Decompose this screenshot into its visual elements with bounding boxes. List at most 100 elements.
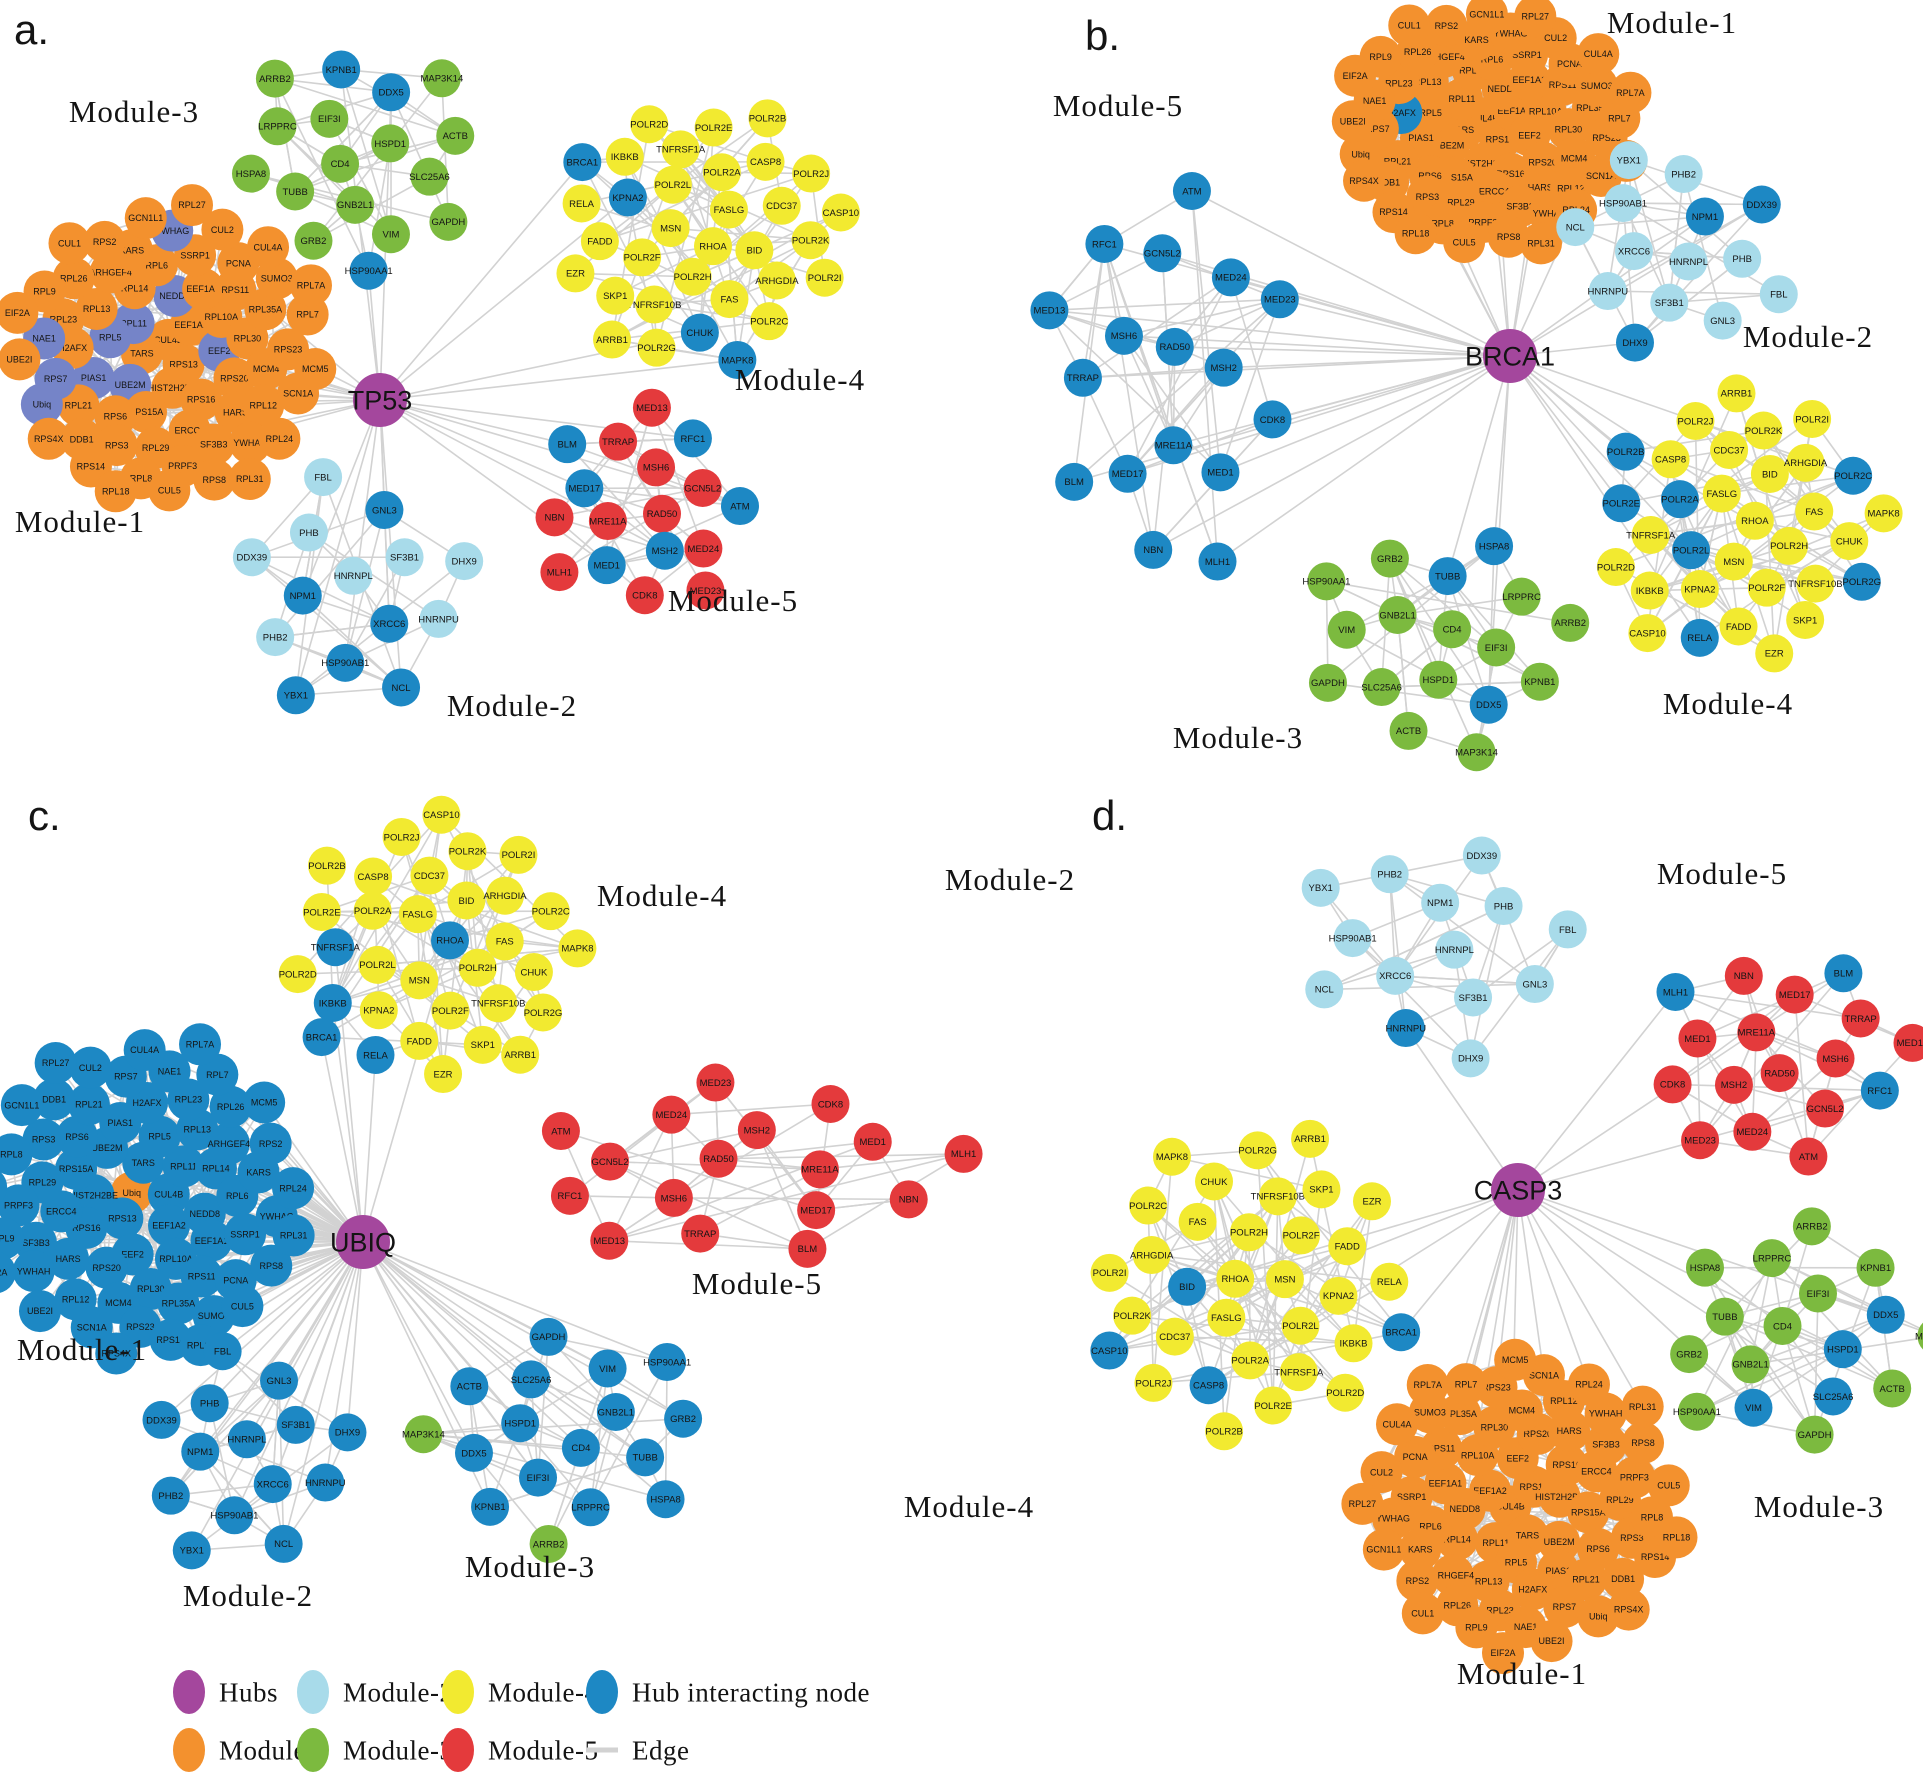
node-NBN[interactable]: NBN — [1724, 956, 1763, 995]
node-KPNB1[interactable]: KPNB1 — [471, 1487, 510, 1526]
node-POLR2E[interactable]: POLR2E — [694, 108, 733, 147]
node-EEF1A1[interactable]: EEF1A1 — [182, 268, 225, 311]
node-KPNA2[interactable]: KPNA2 — [359, 991, 398, 1030]
node-CDC37[interactable]: CDC37 — [1710, 430, 1749, 469]
node-CUL5[interactable]: CUL5 — [1647, 1464, 1690, 1507]
node-TNFRSF10B[interactable]: TNFRSF10B — [1251, 1177, 1305, 1216]
node-RPS2[interactable]: RPS2 — [249, 1122, 292, 1165]
node-CUL4A[interactable]: CUL4A — [247, 226, 290, 269]
node-YBX1[interactable]: YBX1 — [172, 1531, 211, 1570]
node-RPS2[interactable]: RPS2 — [1396, 1559, 1439, 1602]
node-RELA[interactable]: RELA — [1370, 1262, 1409, 1301]
node-FAS[interactable]: FAS — [485, 922, 524, 961]
node-PHB[interactable]: PHB — [1723, 239, 1762, 278]
node-HNRNPL[interactable]: HNRNPL — [1435, 930, 1474, 969]
node-XRCC6[interactable]: XRCC6 — [370, 604, 409, 643]
node-ACTB[interactable]: ACTB — [1389, 711, 1428, 750]
node-PHB2[interactable]: PHB2 — [151, 1476, 190, 1515]
node-ATM[interactable]: ATM — [1172, 172, 1211, 211]
node-POLR2K[interactable]: POLR2K — [1744, 411, 1783, 450]
node-RPL27[interactable]: RPL27 — [1514, 0, 1557, 38]
node-RPL7A[interactable]: RPL7A — [1406, 1363, 1449, 1406]
node-CD4[interactable]: CD4 — [321, 144, 360, 183]
node-MED24[interactable]: MED24 — [684, 529, 723, 568]
node-DDX5[interactable]: DDX5 — [1866, 1295, 1905, 1334]
node-KPNB1[interactable]: KPNB1 — [1520, 662, 1559, 701]
node-HNRNPL[interactable]: HNRNPL — [227, 1420, 266, 1459]
node-GCN1L1[interactable]: GCN1L1 — [1362, 1528, 1405, 1571]
node-KPNA2[interactable]: KPNA2 — [1319, 1276, 1358, 1315]
node-MED13[interactable]: MED13 — [1030, 291, 1069, 330]
node-SF3B1[interactable]: SF3B1 — [1454, 978, 1493, 1017]
node-SLC25A6[interactable]: SLC25A6 — [409, 157, 450, 196]
node-ATM[interactable]: ATM — [720, 487, 759, 526]
node-RHOA[interactable]: RHOA — [1735, 501, 1774, 540]
node-KPNA2[interactable]: KPNA2 — [608, 178, 647, 217]
node-HSPA8[interactable]: HSPA8 — [231, 154, 270, 193]
node-SKP1[interactable]: SKP1 — [1302, 1170, 1341, 1209]
node-MAP3K14[interactable]: MAP3K14 — [402, 1415, 445, 1454]
node-RHOA[interactable]: RHOA — [430, 921, 469, 960]
node-PRPF3[interactable]: PRPF3 — [0, 1184, 40, 1227]
node-YBX1[interactable]: YBX1 — [1609, 141, 1648, 180]
node-BID[interactable]: BID — [1168, 1267, 1207, 1306]
node-RPS4X[interactable]: RPS4X — [27, 417, 70, 460]
node-MLH1[interactable]: MLH1 — [944, 1134, 983, 1173]
node-SKP1[interactable]: SKP1 — [596, 276, 635, 315]
node-GRB2[interactable]: GRB2 — [294, 221, 333, 260]
node-HNRNPU[interactable]: HNRNPU — [1385, 1009, 1426, 1048]
node-BID[interactable]: BID — [447, 881, 486, 920]
node-GNL3[interactable]: GNL3 — [365, 490, 404, 529]
node-RPS8[interactable]: RPS8 — [193, 458, 236, 501]
node-RPL24[interactable]: RPL24 — [272, 1167, 315, 1210]
node-ARRB1[interactable]: ARRB1 — [593, 320, 632, 359]
node-RPL7A[interactable]: RPL7A — [290, 264, 333, 307]
node-ARRB1[interactable]: ARRB1 — [501, 1035, 540, 1074]
node-NPM1[interactable]: NPM1 — [283, 576, 322, 615]
node-ACTB[interactable]: ACTB — [436, 116, 475, 155]
node-POLR2I[interactable]: POLR2I — [1793, 399, 1832, 438]
node-PHB2[interactable]: PHB2 — [1664, 154, 1703, 193]
node-EEF1A1[interactable]: EEF1A1 — [1424, 1462, 1467, 1505]
node-RAD50[interactable]: RAD50 — [1760, 1054, 1799, 1093]
node-BID[interactable]: BID — [735, 231, 774, 270]
node-MSN[interactable]: MSN — [1714, 542, 1753, 581]
node-RAD50[interactable]: RAD50 — [643, 494, 682, 533]
node-MED17[interactable]: MED17 — [565, 469, 604, 508]
node-POLR2I[interactable]: POLR2I — [499, 835, 538, 874]
node-CDK8[interactable]: CDK8 — [1653, 1065, 1692, 1104]
node-GCN1L1[interactable]: GCN1L1 — [0, 1084, 43, 1127]
node-POLR2G[interactable]: POLR2G — [1238, 1131, 1277, 1170]
node-HSPA8[interactable]: HSPA8 — [1685, 1248, 1724, 1287]
node-SSRP1[interactable]: SSRP1 — [224, 1213, 267, 1256]
node-MRE11A[interactable]: MRE11A — [1154, 426, 1193, 465]
node-RPL35A[interactable]: RPL35A — [157, 1282, 200, 1325]
node-BLM[interactable]: BLM — [548, 425, 587, 464]
node-FADD[interactable]: FADD — [580, 222, 619, 261]
node-POLR2G[interactable]: POLR2G — [1843, 562, 1882, 601]
node-RPL27[interactable]: RPL27 — [171, 184, 214, 227]
node-RPL18[interactable]: RPL18 — [1655, 1516, 1698, 1559]
node-HSP90AB1[interactable]: HSP90AB1 — [210, 1496, 258, 1535]
node-PHB[interactable]: PHB — [289, 513, 328, 552]
node-IKBKB[interactable]: IKBKB — [1630, 571, 1669, 610]
node-DHX9[interactable]: DHX9 — [445, 542, 484, 581]
node-GCN5L2[interactable]: GCN5L2 — [1143, 234, 1182, 273]
node-RHOA[interactable]: RHOA — [694, 227, 733, 266]
node-CASP10[interactable]: CASP10 — [821, 193, 860, 232]
node-POLR2A[interactable]: POLR2A — [353, 891, 392, 930]
node-CDC37[interactable]: CDC37 — [762, 186, 801, 225]
node-MED23[interactable]: MED23 — [1260, 280, 1299, 319]
node-GNB2L1[interactable]: GNB2L1 — [1731, 1345, 1770, 1384]
node-PHB[interactable]: PHB — [1484, 887, 1523, 926]
node-RPS13[interactable]: RPS13 — [101, 1197, 144, 1240]
node-BLM[interactable]: BLM — [788, 1229, 827, 1268]
node-MED23[interactable]: MED23 — [696, 1063, 735, 1102]
node-GAPDH[interactable]: GAPDH — [529, 1317, 568, 1356]
node-RPL26[interactable]: RPL26 — [209, 1085, 252, 1128]
node-CD4[interactable]: CD4 — [561, 1428, 600, 1467]
node-DDX39[interactable]: DDX39 — [142, 1400, 181, 1439]
node-CASP10[interactable]: CASP10 — [422, 795, 461, 834]
node-IKBKB[interactable]: IKBKB — [1334, 1324, 1373, 1363]
node-HSPD1[interactable]: HSPD1 — [1823, 1330, 1862, 1369]
